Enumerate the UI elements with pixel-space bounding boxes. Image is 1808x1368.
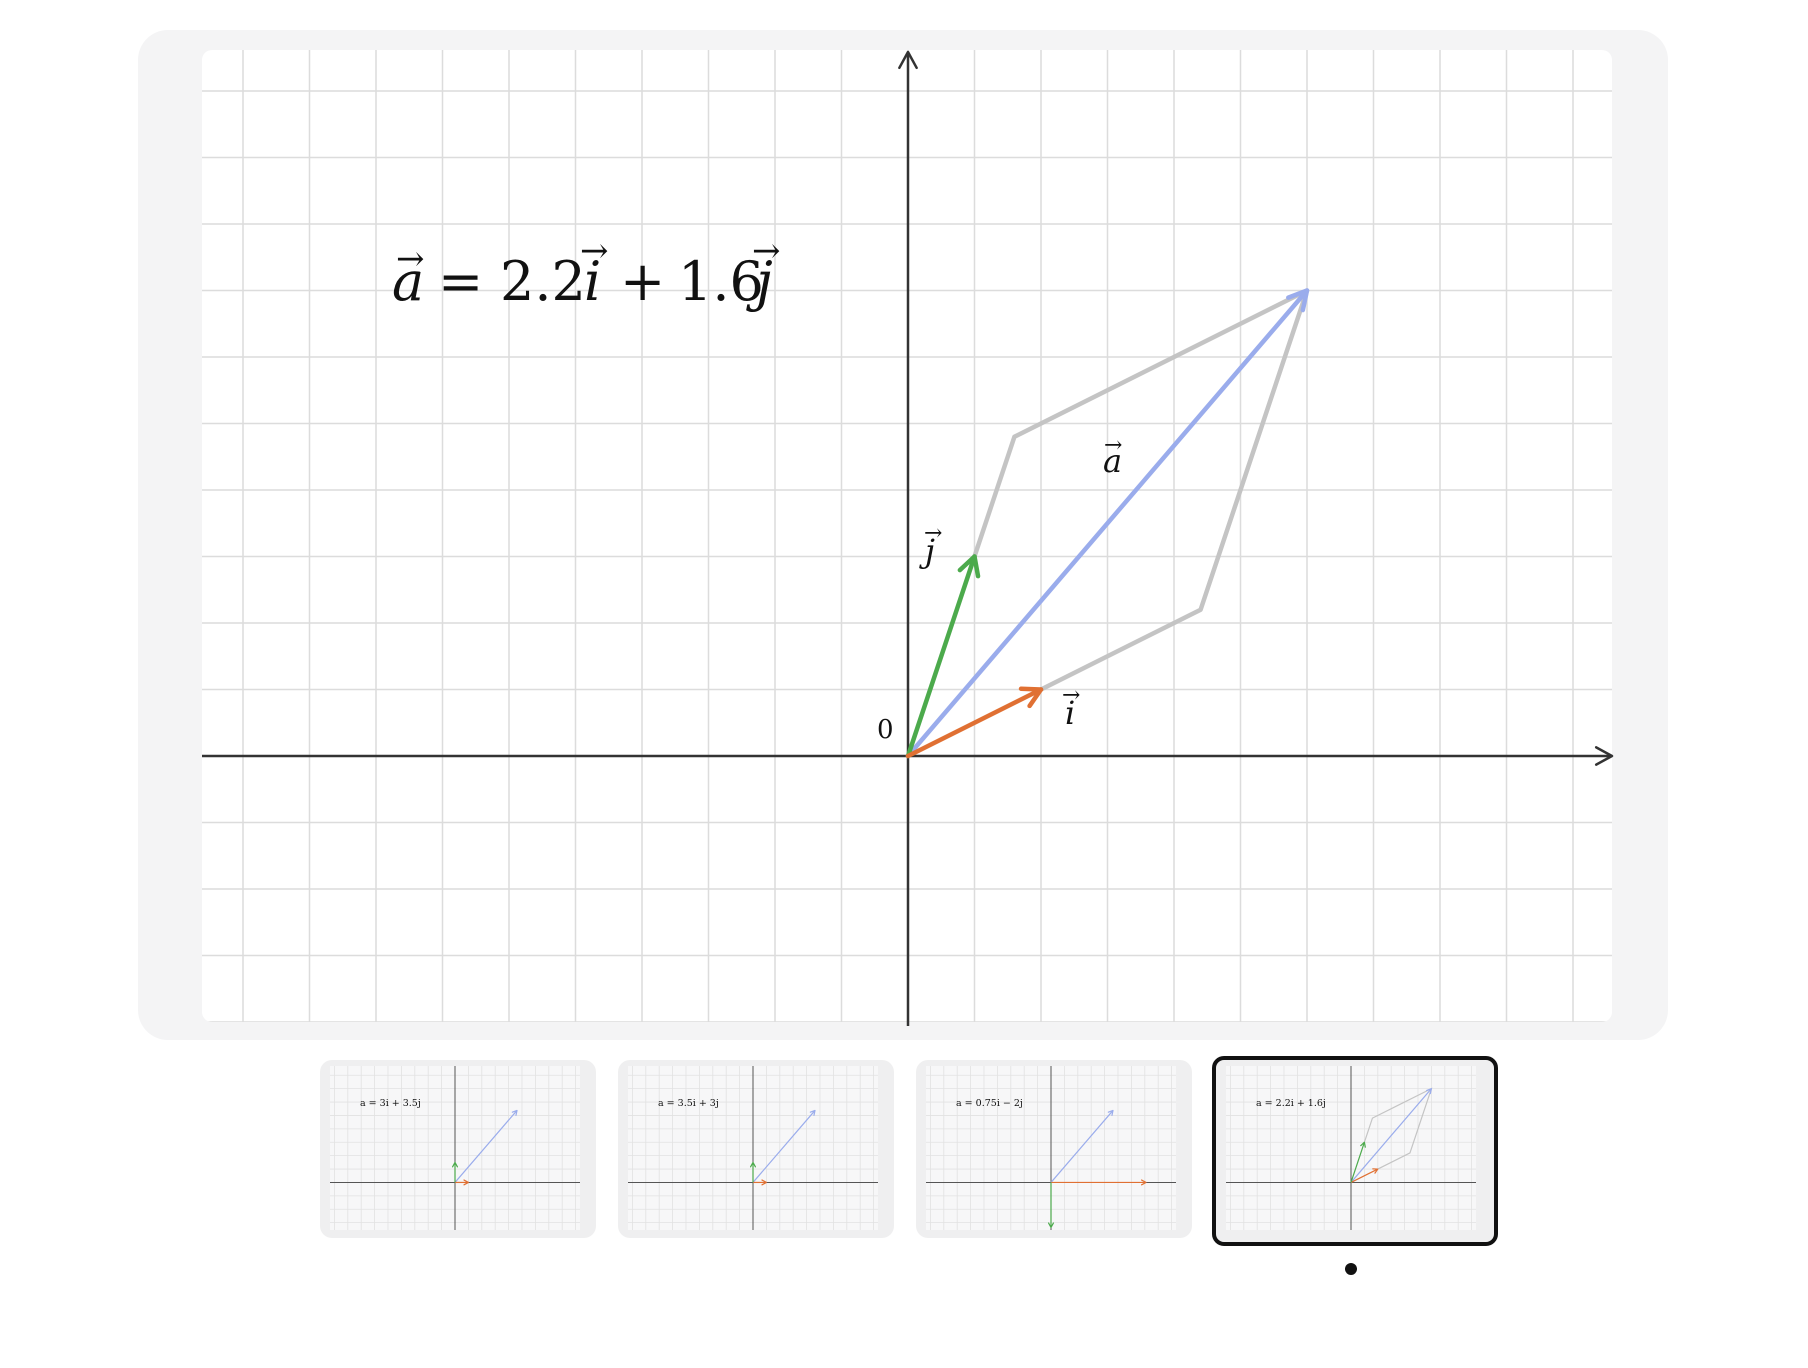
grid xyxy=(202,50,1612,1022)
thumb-vector-a xyxy=(1050,1110,1114,1183)
labels: 0 a → = 2.2 i → + 1.6 j → a → j → i → xyxy=(392,231,1122,745)
vector-i xyxy=(905,687,1044,759)
svg-text:a: a xyxy=(1103,442,1122,480)
eq-i: i xyxy=(584,250,601,313)
thumb-vector-a-head xyxy=(511,1109,518,1116)
label-a: a → xyxy=(1103,433,1122,480)
svg-text:→: → xyxy=(1062,683,1080,708)
eq-equals: = xyxy=(438,250,483,313)
vector-i-head xyxy=(1018,686,1044,709)
vector-a xyxy=(905,288,1310,759)
thumbnail-3[interactable]: a = 0.75i − 2j xyxy=(916,1060,1192,1238)
svg-text:i: i xyxy=(1065,694,1075,732)
eq-j-arrow: → xyxy=(752,231,781,271)
thumb-vector-a-head xyxy=(1426,1088,1432,1095)
vector-j-head xyxy=(957,554,981,579)
vectors xyxy=(905,288,1310,759)
thumb-vector-j-head xyxy=(750,1161,756,1168)
parallelogram-side-j xyxy=(972,288,1309,558)
svg-text:→: → xyxy=(1104,433,1122,458)
thumb-vector-i-head xyxy=(761,1179,767,1186)
y-axis-arrow xyxy=(898,50,918,70)
thumb-vector-a xyxy=(752,1110,816,1183)
eq-plus: + xyxy=(620,250,665,313)
eq-coef-i: 2.2 xyxy=(500,250,586,313)
thumb-vector-i-head xyxy=(1141,1179,1147,1186)
thumb-vector-a-head xyxy=(1107,1109,1114,1116)
eq-i-arrow: → xyxy=(580,231,609,271)
origin-label: 0 xyxy=(877,715,894,745)
thumbnail-2[interactable]: a = 3.5i + 3j xyxy=(618,1060,894,1238)
thumb-vector-i xyxy=(1350,1168,1379,1183)
svg-text:→: → xyxy=(924,521,942,546)
eq-a-arrow: → xyxy=(396,239,425,279)
thumbnail-4-active[interactable]: a = 2.2i + 1.6j xyxy=(1212,1056,1498,1246)
parallelogram-side-i xyxy=(1039,289,1310,692)
thumb-vector-i-head xyxy=(1372,1168,1379,1174)
thumb-vector-a xyxy=(1350,1088,1432,1183)
thumbnail-1[interactable]: a = 3i + 3.5j xyxy=(320,1060,596,1238)
vector-a-head xyxy=(1286,288,1310,313)
thumb-vector-a xyxy=(454,1110,518,1183)
thumb-equation: a = 3i + 3.5j xyxy=(360,1098,421,1109)
thumb-vector-j xyxy=(1350,1142,1365,1183)
thumb-equation: a = 2.2i + 1.6j xyxy=(1256,1098,1326,1109)
thumb-vector-i-head xyxy=(463,1179,469,1186)
thumb-vector-a-head xyxy=(809,1109,816,1116)
thumb-vector-j-head xyxy=(1360,1141,1366,1148)
thumb-equation: a = 0.75i − 2j xyxy=(956,1098,1023,1109)
parallelogram xyxy=(972,288,1310,692)
equation: a → = 2.2 i → + 1.6 j → xyxy=(392,231,781,313)
thumb-vector-j-head xyxy=(1048,1222,1054,1229)
label-i: i → xyxy=(1062,683,1080,732)
thumb-vector-j-head xyxy=(452,1161,458,1168)
thumb-equation: a = 3.5i + 3j xyxy=(658,1098,719,1109)
eq-a: a xyxy=(392,250,424,313)
vector-j xyxy=(905,554,977,759)
x-axis-arrow xyxy=(1594,746,1614,766)
eq-coef-j: 1.6 xyxy=(678,250,764,313)
